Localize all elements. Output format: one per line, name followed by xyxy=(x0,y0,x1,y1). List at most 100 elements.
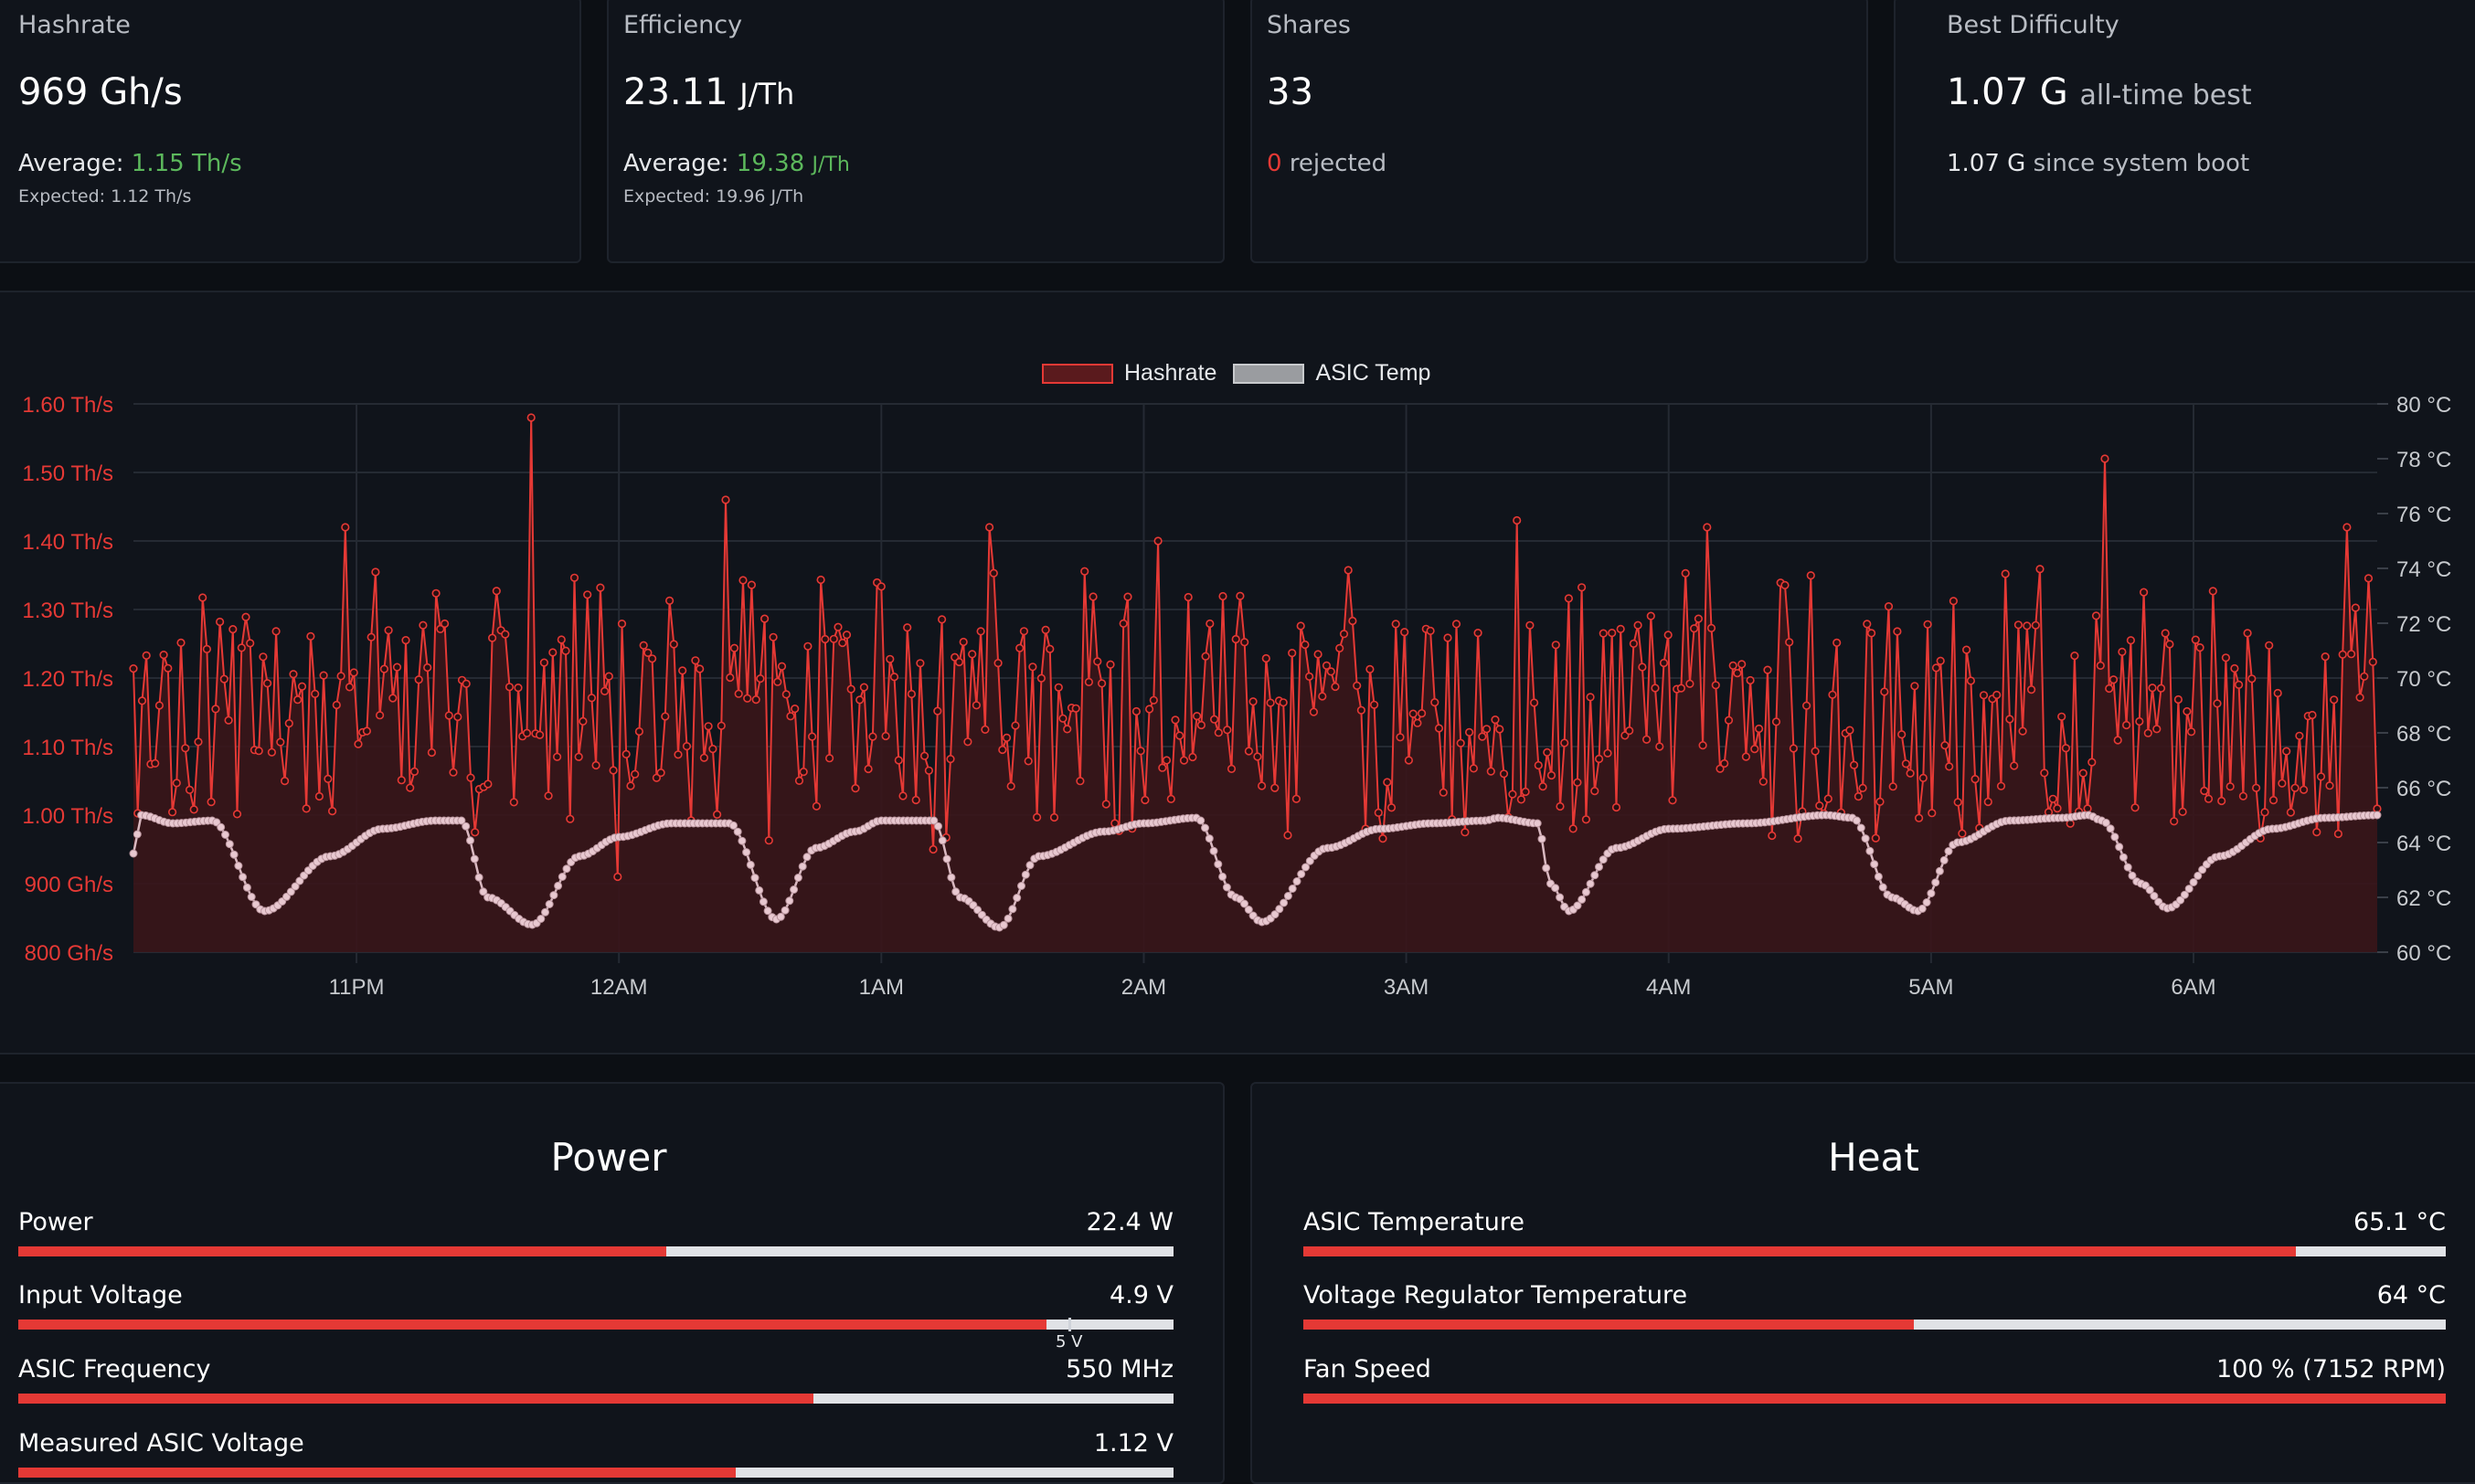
y-left-tick-label: 800 Gh/s xyxy=(25,941,113,966)
hashrate-point xyxy=(453,712,462,722)
chart-series xyxy=(129,413,2382,932)
metric-label: Fan Speed xyxy=(1303,1355,1431,1383)
hashrate-point xyxy=(1058,714,1068,723)
hashrate-point xyxy=(1655,742,1664,751)
chart-legend[interactable]: Hashrate ASIC Temp xyxy=(1042,360,1447,387)
hashrate-point xyxy=(621,749,631,759)
hashrate-point xyxy=(2360,672,2369,681)
hashrate-point xyxy=(1845,726,1854,735)
hashrate-point xyxy=(916,659,925,668)
hashrate-point xyxy=(696,664,705,673)
y-left-tick-label: 1.00 Th/s xyxy=(22,804,113,829)
hashrate-point xyxy=(1206,619,1215,629)
hashrate-point xyxy=(1158,763,1167,772)
hashrate-point xyxy=(699,753,709,762)
hashrate-point xyxy=(759,614,770,623)
hashrate-point xyxy=(1931,663,1941,673)
shares-rejected: 0 rejected xyxy=(1267,150,1386,177)
hashrate-point xyxy=(729,643,739,652)
hashrate-point xyxy=(664,596,675,606)
hashrate-point xyxy=(397,776,406,785)
hashrate-chart[interactable]: 800 Gh/s 900 Gh/s 1.00 Th/s 1.10 Th/s 1.20 T… xyxy=(0,292,2475,1053)
best-difficulty-card: Best Difficulty 1.07 G all-time best 1.0… xyxy=(1894,0,2475,263)
hashrate-point xyxy=(552,752,562,761)
legend-item-hashrate[interactable]: Hashrate xyxy=(1042,360,1216,387)
hashrate-point xyxy=(2300,785,2309,794)
hashrate-point xyxy=(302,804,311,813)
hashrate-point xyxy=(734,689,743,698)
hashrate-point xyxy=(1391,620,1400,629)
hashrate-point xyxy=(1192,712,1202,721)
hashrate-point xyxy=(1763,665,1772,674)
shares-value: 33 xyxy=(1267,71,1313,113)
hashrate-point xyxy=(1863,620,1872,629)
hashrate-point xyxy=(1573,778,1582,787)
hashrate-point xyxy=(1335,643,1344,653)
hashrate-point xyxy=(876,582,886,591)
efficiency-average-unit: J/Th xyxy=(812,154,850,176)
y-right-tick-label: 76 °C xyxy=(2396,503,2451,527)
hashrate-point xyxy=(1166,794,1175,804)
progress-bar xyxy=(18,1468,1174,1478)
hashrate-point xyxy=(1473,629,1482,638)
y-left-tick-label: 900 Gh/s xyxy=(25,873,113,897)
progress-bar-fill xyxy=(1303,1246,2297,1256)
progress-bar-fill xyxy=(1303,1320,1914,1330)
hashrate-point xyxy=(1011,721,1020,730)
efficiency-average: Average: 19.38 J/Th xyxy=(623,150,850,177)
hashrate-point xyxy=(656,768,665,778)
hashrate-point xyxy=(194,737,203,747)
hashrate-point xyxy=(2135,716,2144,726)
hashrate-point xyxy=(2156,684,2166,693)
hashrate-point xyxy=(1806,571,1815,580)
y-right-tick-label: 78 °C xyxy=(2396,448,2451,472)
asic-temp-point xyxy=(776,912,785,921)
hashrate-point xyxy=(864,764,873,774)
hashrate-point xyxy=(1356,705,1365,715)
efficiency-card: 23.11 J/Th Efficiency Average: 19.38 J/T… xyxy=(607,0,1225,263)
hashrate-point xyxy=(379,664,389,673)
hashrate-point xyxy=(2148,684,2157,693)
hashrate-point xyxy=(216,617,225,627)
asic-temp-point xyxy=(1861,834,1870,843)
hashrate-point xyxy=(1616,624,1625,634)
hashrate-point xyxy=(1733,669,1742,678)
hashrate-point xyxy=(1093,657,1102,666)
hashrate-point xyxy=(1417,709,1427,718)
hashrate-point xyxy=(1348,616,1357,626)
hashrate-point xyxy=(1184,592,1193,602)
hashrate-point xyxy=(1028,662,1037,672)
asic-temp-point xyxy=(2194,871,2203,880)
hashrate-point xyxy=(336,672,345,681)
hashrate-title: Hashrate xyxy=(18,11,131,39)
hashrate-point xyxy=(332,700,341,710)
legend-item-asic-temp[interactable]: ASIC Temp xyxy=(1233,360,1430,387)
hashrate-point xyxy=(319,671,328,680)
hashrate-point xyxy=(1698,741,1707,750)
hashrate-point xyxy=(2235,680,2244,690)
asic-temp-point xyxy=(536,915,546,923)
hashrate-point xyxy=(1223,726,1232,735)
hashrate-point xyxy=(1106,660,1115,669)
hashrate-point xyxy=(2325,781,2334,790)
hashrate-point xyxy=(1491,716,1500,725)
hashrate-point xyxy=(1724,716,1734,725)
hashrate-point xyxy=(1456,738,1465,747)
best-difficulty-title: Best Difficulty xyxy=(1947,11,2119,39)
hashrate-point xyxy=(2278,779,2287,788)
hashrate-point xyxy=(1893,627,1902,636)
hashrate-point xyxy=(764,836,773,845)
hashrate-point xyxy=(647,654,657,663)
hashrate-point xyxy=(1080,567,1089,576)
hashrate-point xyxy=(1196,720,1206,730)
hashrate-point xyxy=(297,682,307,691)
hashrate-point xyxy=(349,668,358,677)
hashrate-point xyxy=(1413,718,1422,727)
hashrate-point xyxy=(544,791,553,800)
hashrate-point xyxy=(574,752,583,761)
hashrate-point xyxy=(1291,794,1301,803)
hashrate-point xyxy=(1668,796,1677,805)
asic-temp-point xyxy=(129,849,138,858)
asic-temp-point xyxy=(562,864,571,874)
hashrate-point xyxy=(1499,769,1509,779)
